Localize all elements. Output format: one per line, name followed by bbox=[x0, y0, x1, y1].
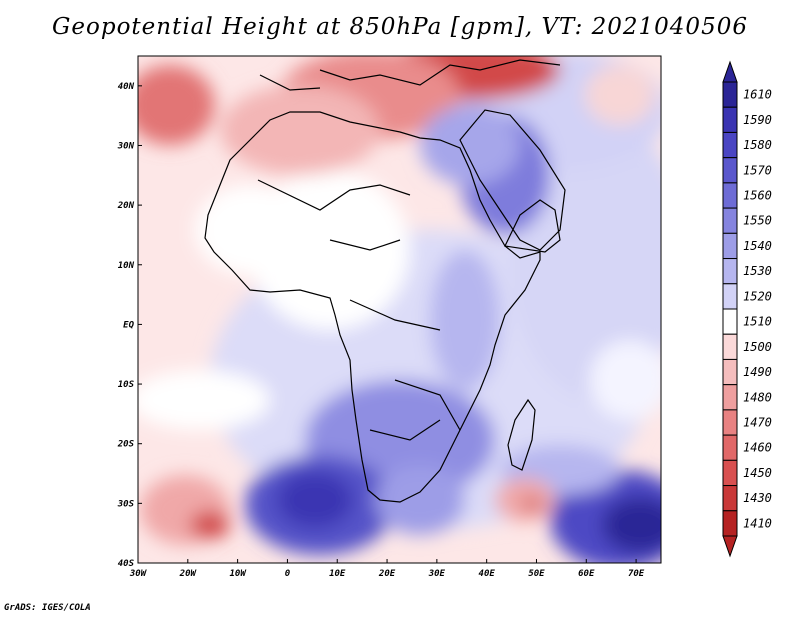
colorbar-segment bbox=[722, 258, 738, 285]
lon-tick-label: 50E bbox=[528, 569, 545, 579]
colorbar-segment bbox=[722, 434, 738, 461]
axis-ticks bbox=[137, 85, 637, 564]
colorbar-label: 1610 bbox=[743, 88, 772, 102]
lat-tick-label: 20N bbox=[117, 201, 135, 211]
coastlines bbox=[204, 59, 566, 503]
lat-tick-label: EQ bbox=[123, 320, 134, 330]
colorbar-segment bbox=[722, 232, 738, 260]
colorbar-segment bbox=[722, 182, 738, 209]
colorbar-label: 1580 bbox=[743, 138, 772, 152]
colorbar-label: 1480 bbox=[743, 390, 772, 404]
colorbar-label: 1590 bbox=[743, 113, 772, 127]
height-field bbox=[138, 56, 661, 563]
lon-tick-label: 70E bbox=[628, 569, 645, 579]
lat-tick-label: 30S bbox=[117, 499, 135, 509]
lat-tick-label: 10N bbox=[118, 261, 135, 271]
colorbar-label: 1460 bbox=[743, 441, 772, 455]
lon-tick-label: 30E bbox=[428, 569, 446, 579]
colorbar-label: 1540 bbox=[743, 239, 772, 253]
colorbar-label: 1550 bbox=[743, 214, 772, 228]
longitude-axis: 30W 20W 10W 0 10E 20E 30E 40E 50E 60E 70E bbox=[129, 569, 645, 579]
colorbar-label: 1560 bbox=[743, 189, 772, 203]
map-frame bbox=[137, 55, 662, 564]
lon-tick-label: 60E bbox=[578, 569, 595, 579]
colorbar-segment bbox=[722, 459, 738, 487]
colorbar-label: 1430 bbox=[743, 491, 772, 505]
lon-tick-label: 10E bbox=[329, 569, 346, 579]
colorbar-segment bbox=[722, 207, 738, 234]
lon-tick-label: 40E bbox=[479, 569, 496, 579]
latitude-axis: 40N 30N 20N 10N EQ 10S 20S 30S 40S bbox=[117, 82, 135, 569]
colorbar-segment bbox=[722, 131, 738, 159]
colorbar-label: 1410 bbox=[743, 516, 772, 530]
lon-tick-label: 20E bbox=[378, 569, 396, 579]
colorbar-segment bbox=[722, 308, 738, 335]
colorbar-label: 1570 bbox=[743, 163, 772, 177]
credit-label: GrADS: IGES/COLA bbox=[4, 603, 91, 613]
colorbar-segment bbox=[722, 358, 738, 386]
colorbar-label: 1450 bbox=[743, 466, 772, 480]
colorbar-segment bbox=[722, 485, 738, 512]
lat-tick-label: 30N bbox=[117, 141, 135, 151]
colorbar-bottom-arrow bbox=[722, 535, 738, 558]
colorbar-segment bbox=[722, 106, 738, 133]
colorbar-segment bbox=[722, 157, 738, 184]
colorbar-segment bbox=[722, 283, 738, 310]
lon-tick-label: 10W bbox=[229, 569, 247, 579]
lon-tick-label: 20W bbox=[179, 569, 198, 579]
colorbar-segment bbox=[722, 409, 738, 436]
colorbar-label: 1520 bbox=[743, 289, 772, 303]
colorbar-segment bbox=[722, 384, 738, 411]
colorbar-label: 1530 bbox=[743, 264, 772, 278]
lat-tick-label: 40S bbox=[118, 559, 135, 569]
colorbar-top-arrow bbox=[722, 60, 738, 83]
colorbar-segment bbox=[722, 510, 738, 537]
map-title: Geopotential Height at 850hPa [gpm], VT:… bbox=[52, 14, 748, 40]
colorbar-segment bbox=[722, 333, 738, 360]
lon-tick-label: 0 bbox=[285, 569, 291, 579]
lat-tick-label: 40N bbox=[118, 82, 135, 92]
colorbar-label: 1490 bbox=[743, 365, 772, 379]
colorbar-segment bbox=[722, 81, 738, 108]
colorbar: 1610 1590 1580 1570 1560 1550 1540 1530 1520 1510… bbox=[722, 60, 772, 558]
lat-tick-label: 20S bbox=[117, 440, 135, 450]
lon-tick-label: 30W bbox=[129, 569, 148, 579]
colorbar-label: 1500 bbox=[743, 340, 772, 354]
lat-tick-label: 10S bbox=[118, 380, 135, 390]
colorbar-label: 1470 bbox=[743, 416, 772, 430]
colorbar-label: 1510 bbox=[743, 315, 772, 329]
